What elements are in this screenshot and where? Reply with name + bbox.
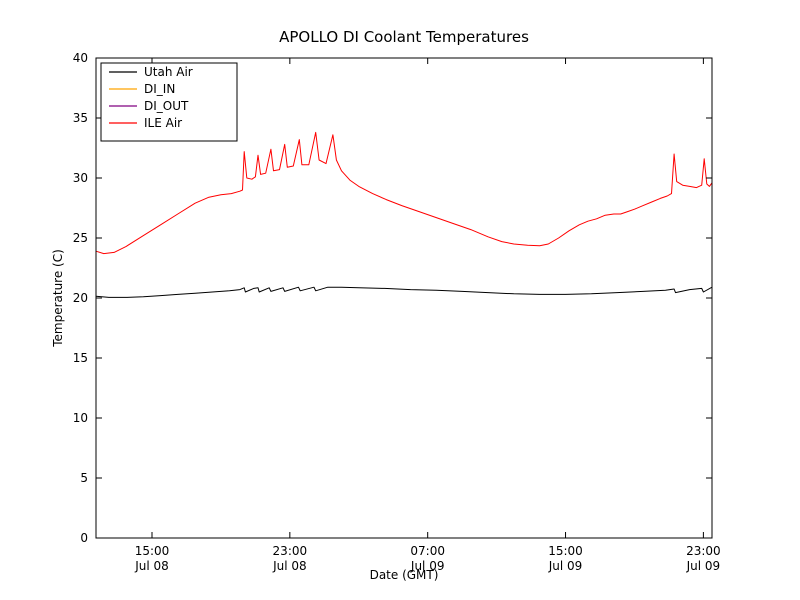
tick-label: Jul 08 (134, 559, 169, 573)
tick-label: 30 (73, 171, 88, 185)
tick-label: 15:00 (548, 544, 583, 558)
legend-label: Utah Air (144, 65, 193, 79)
tick-label: 35 (73, 111, 88, 125)
legend-label: DI_OUT (144, 99, 189, 113)
legend-box (100, 62, 238, 142)
series-line-ile-air (95, 131, 713, 255)
tick-label: 23:00 (273, 544, 308, 558)
tick-label: 40 (73, 51, 88, 65)
tick-label: Jul 09 (686, 559, 721, 573)
legend-label: ILE Air (144, 116, 182, 130)
tick-label: Jul 09 (410, 559, 445, 573)
tick-label: 10 (73, 411, 88, 425)
tick-label: 07:00 (410, 544, 445, 558)
tick-label: 0 (80, 531, 88, 545)
tick-label: Jul 08 (272, 559, 307, 573)
legend-label: DI_IN (144, 82, 175, 96)
chart-title: APOLLO DI Coolant Temperatures (279, 28, 529, 46)
tick-label: Jul 09 (548, 559, 583, 573)
tick-label: 25 (73, 231, 88, 245)
tick-label: 15:00 (135, 544, 170, 558)
tick-label: 20 (73, 291, 88, 305)
tick-label: 23:00 (686, 544, 721, 558)
x-axis-label: Date (GMT) (369, 568, 439, 582)
tick-label: 15 (73, 351, 88, 365)
series-line-utah-air (95, 286, 713, 298)
tick-label: 5 (80, 471, 88, 485)
